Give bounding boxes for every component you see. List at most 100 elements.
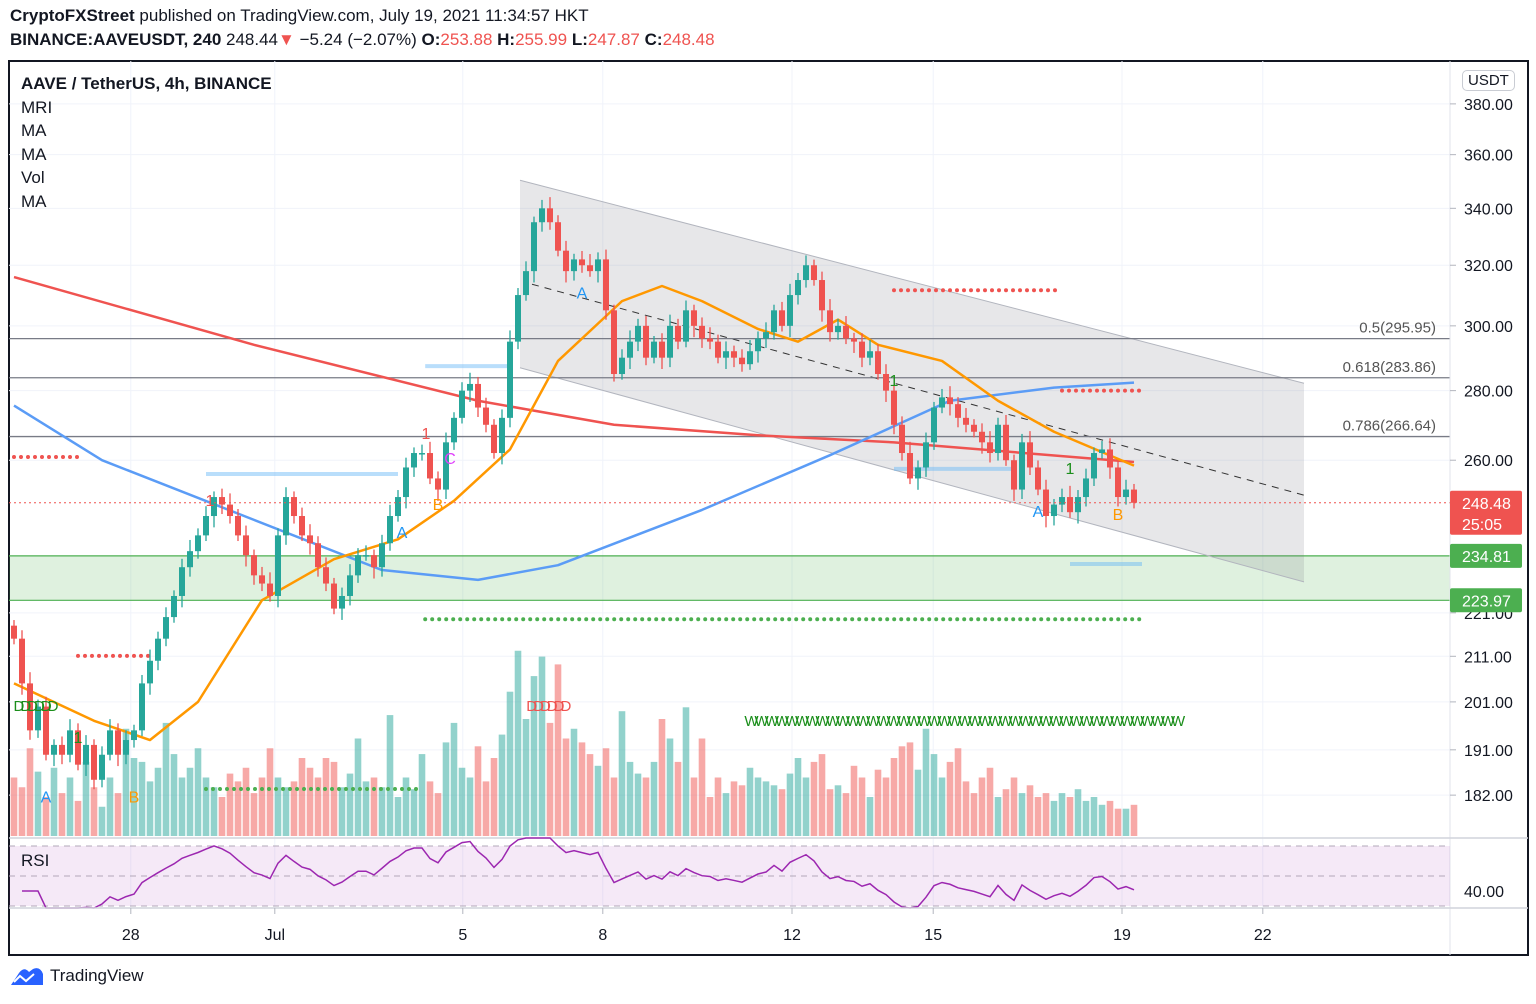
candle <box>579 250 585 273</box>
volume-bar <box>762 781 770 836</box>
candle-body <box>131 730 137 741</box>
candle <box>275 528 281 608</box>
candle <box>83 735 89 777</box>
ma-mid-line <box>13 381 1135 582</box>
candle <box>35 699 41 738</box>
volume-bar <box>610 777 618 836</box>
volume-bar <box>378 787 386 836</box>
volume-bar <box>946 761 954 836</box>
candle <box>619 349 625 380</box>
candle-body <box>635 325 641 342</box>
author: CryptoFXStreet <box>10 6 135 25</box>
volume-bar <box>506 691 514 836</box>
legend-item-ma[interactable]: MA <box>21 121 47 141</box>
candle <box>403 457 409 509</box>
candle <box>739 349 745 372</box>
volume-bar <box>1018 793 1026 836</box>
volume-bar <box>658 719 666 836</box>
candle <box>651 336 657 364</box>
volume-bar <box>234 781 242 836</box>
legend-item-ma[interactable]: MA <box>21 191 47 211</box>
volume-bar <box>1074 789 1082 836</box>
volume-bar <box>906 742 914 836</box>
candle-body <box>243 535 249 556</box>
volume-bar <box>1130 804 1138 836</box>
open-value: 253.88 <box>440 30 493 49</box>
candle <box>795 273 801 305</box>
volume-bar <box>330 761 338 836</box>
candle-body <box>395 497 401 517</box>
price-tick-label: 280.00 <box>1464 384 1513 401</box>
volume-bar <box>674 761 682 836</box>
price-tick-label: 340.00 <box>1464 201 1513 218</box>
volume-bar <box>642 777 650 836</box>
close-label: C: <box>644 30 663 49</box>
volume-bar <box>194 748 202 836</box>
volume-bar <box>914 769 922 836</box>
volume-bar <box>130 758 138 836</box>
candle-body <box>1067 497 1073 513</box>
volume-bar <box>34 771 42 836</box>
volume-bar <box>218 797 226 836</box>
candle <box>827 299 833 342</box>
fib-level-label: 0.618(283.86) <box>1343 359 1436 376</box>
candle-body <box>371 555 377 568</box>
volume-bar <box>146 781 154 836</box>
volume-bar <box>810 761 818 836</box>
volume-bar <box>626 761 634 836</box>
candle-body <box>387 516 393 544</box>
candle <box>603 249 609 320</box>
candle-body <box>147 660 153 684</box>
legend-title: AAVE / TetherUS, 4h, BINANCE <box>21 74 272 93</box>
volume-bar <box>266 748 274 836</box>
volume-bar <box>890 758 898 836</box>
time-tick-label: 8 <box>598 927 607 944</box>
candle-body <box>363 555 369 557</box>
price-tick-label: 380.00 <box>1464 97 1513 114</box>
tradingview-logo-icon <box>11 968 43 985</box>
candle-body <box>619 357 625 375</box>
candle-body <box>899 424 905 454</box>
volume-bar <box>442 742 450 836</box>
candle-body <box>323 567 329 584</box>
last-price: 248.44 <box>226 30 279 49</box>
signal-annotation: B <box>129 790 140 807</box>
volume-bar <box>994 797 1002 836</box>
candle <box>731 345 737 368</box>
candle <box>803 255 809 288</box>
footer-brand[interactable]: TradingView <box>50 966 144 985</box>
signal-annotation: 1 <box>74 730 83 747</box>
candle-body <box>715 341 721 358</box>
candle <box>1091 447 1097 486</box>
volume-bar <box>1002 789 1010 836</box>
candle <box>419 444 425 461</box>
currency-button[interactable]: USDT <box>1462 70 1515 91</box>
candle <box>955 397 961 428</box>
candle <box>1051 498 1057 526</box>
candle-body <box>195 535 201 552</box>
legend-item-mri[interactable]: MRI <box>21 97 53 117</box>
candle-body <box>419 453 425 455</box>
candle-body <box>955 404 961 418</box>
close-value: 248.48 <box>662 30 715 49</box>
signal-annotation: B <box>1113 507 1124 524</box>
volume-bar <box>722 793 730 836</box>
candle <box>643 316 649 366</box>
legend-item-vol[interactable]: Vol <box>21 168 45 188</box>
candle <box>763 322 769 348</box>
candle-body <box>587 265 593 272</box>
candle <box>811 259 817 286</box>
time-tick-label: 5 <box>458 927 467 944</box>
candle <box>195 528 201 559</box>
candle-body <box>787 295 793 326</box>
candle <box>371 549 377 579</box>
candle <box>683 300 689 348</box>
candle-body <box>731 351 737 358</box>
volume-bar <box>698 738 706 836</box>
candle-body <box>859 341 865 358</box>
candle <box>947 386 953 416</box>
legend-item-ma[interactable]: MA <box>21 144 47 164</box>
volume-bar <box>618 711 626 836</box>
candle-body <box>979 431 985 443</box>
